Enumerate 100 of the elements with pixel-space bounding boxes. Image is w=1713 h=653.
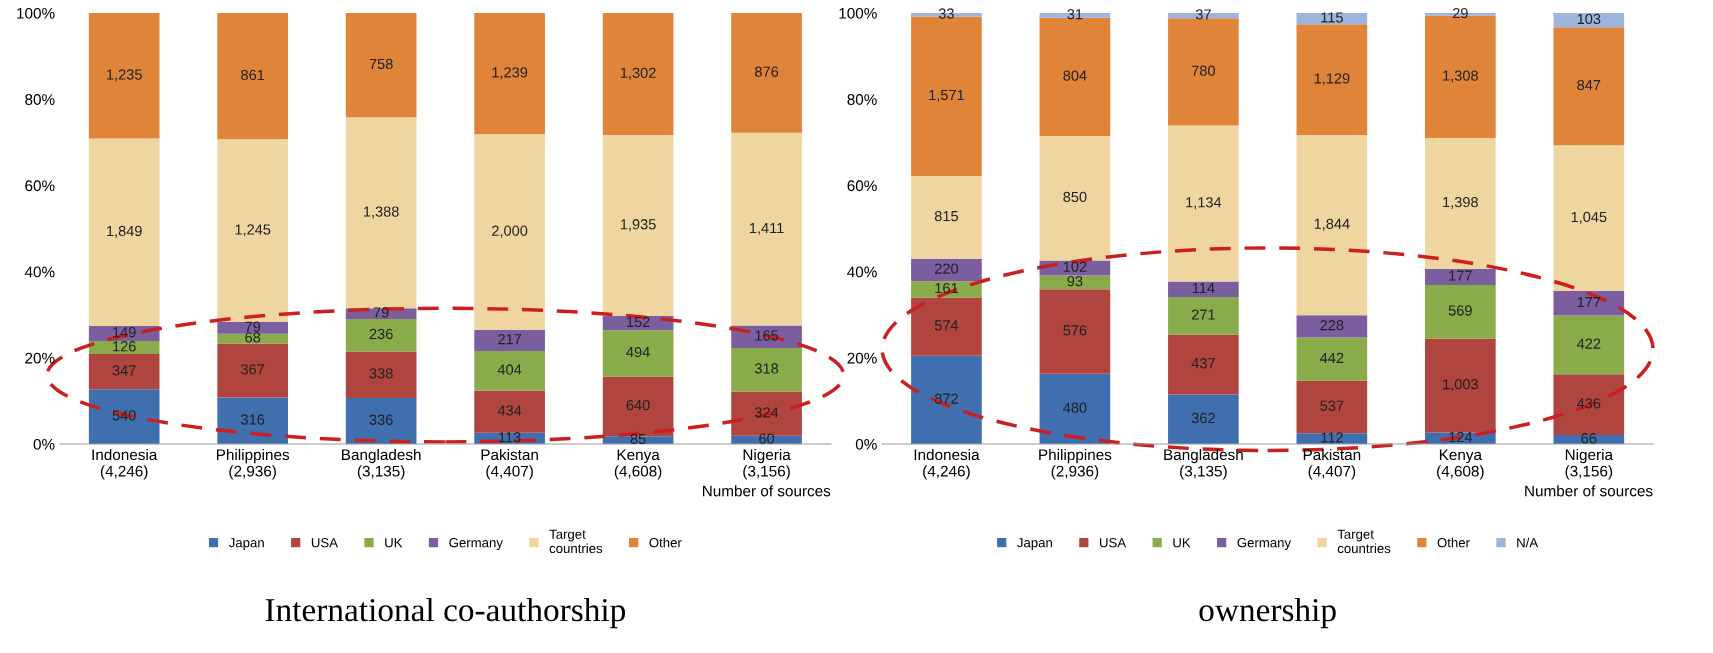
legend-label: Japan <box>1017 538 1052 550</box>
annotation: 124 <box>1449 431 1473 442</box>
annotation: 31 <box>1067 9 1083 20</box>
annotation: 2,000 <box>492 225 528 238</box>
annotation: 66 <box>1581 433 1597 444</box>
y-tick-label: 100% <box>17 7 55 19</box>
bar <box>474 390 545 433</box>
bar <box>911 281 982 298</box>
legend-label: Germany <box>449 538 503 550</box>
bar <box>1425 268 1496 286</box>
x-tick-label: Philippines (2,936) <box>1039 448 1112 480</box>
annotation: 480 <box>1063 402 1087 413</box>
y-tick-label: 80% <box>25 94 55 105</box>
bar <box>602 135 674 317</box>
bar <box>217 13 288 140</box>
x-tick-label: Indonesia (4,246) <box>92 448 158 480</box>
bar <box>88 389 160 445</box>
bar <box>217 343 288 398</box>
x-tick-label: Pakistan (4,407) <box>1303 448 1361 480</box>
bar <box>1168 334 1239 395</box>
y-tick-label: 60% <box>847 180 877 192</box>
bar <box>602 13 674 136</box>
y-tick-label: 100% <box>839 7 877 19</box>
annotation: 434 <box>497 405 522 416</box>
bar <box>88 138 160 326</box>
bar <box>88 353 160 390</box>
annotation: 102 <box>1063 261 1087 272</box>
bar <box>1039 135 1111 261</box>
annotation: 152 <box>627 316 650 328</box>
legend-label: N/A <box>1517 537 1539 548</box>
annotation: 338 <box>369 368 393 379</box>
annotation: 103 <box>1577 13 1601 25</box>
annotation: 1,849 <box>107 225 142 238</box>
text: ownership <box>1199 597 1336 629</box>
legend-label: Germany <box>1237 538 1292 550</box>
annotation: 1,388 <box>364 206 399 219</box>
bar <box>474 350 545 391</box>
legend-label: USA <box>1100 538 1127 548</box>
annotation: 60 <box>759 433 775 444</box>
annotation: 220 <box>935 263 959 274</box>
bar <box>1039 289 1111 374</box>
legend-label: Target countries <box>549 529 603 554</box>
x-tick-label: Pakistan (4,407) <box>481 448 538 480</box>
legend-label: USA <box>311 538 338 548</box>
annotation: 115 <box>1321 12 1343 23</box>
bar <box>474 134 545 330</box>
annotation: 1,245 <box>235 224 271 237</box>
x-tick-label: Nigeria (3,156) <box>1565 448 1614 480</box>
x-axis-title: Number of sources <box>1525 485 1653 497</box>
annotation: 347 <box>112 365 136 376</box>
y-tick-label: 40% <box>24 266 55 278</box>
annotation: 850 <box>1063 191 1087 203</box>
annotation: 33 <box>938 8 954 19</box>
x-axis-title: Number of sources <box>703 485 831 497</box>
annotation: 494 <box>626 346 650 358</box>
text: International co-authorship <box>265 597 626 629</box>
bar <box>1168 18 1239 126</box>
legend-label: Target countries <box>1337 529 1391 554</box>
annotation: 1,398 <box>1443 196 1478 209</box>
annotation: 758 <box>369 58 393 70</box>
bar <box>731 347 802 392</box>
annotation: 576 <box>1063 325 1087 336</box>
bar <box>1039 373 1111 445</box>
annotation: 569 <box>1448 305 1472 316</box>
bar <box>1553 145 1625 292</box>
annotation: 271 <box>1191 309 1215 320</box>
bar <box>88 13 160 139</box>
annotation: 217 <box>498 333 522 345</box>
bar <box>1296 337 1368 381</box>
annotation: 29 <box>1452 7 1468 19</box>
bar <box>1425 285 1496 339</box>
bar <box>217 139 288 323</box>
bar <box>217 322 288 334</box>
x-tick-label: Bangladesh (3,135) <box>1164 448 1243 480</box>
annotation: 1,134 <box>1186 197 1222 210</box>
x-tick-label: Kenya (4,608) <box>1437 449 1484 480</box>
bar <box>345 13 417 118</box>
annotation: 876 <box>755 66 779 77</box>
annotation: 177 <box>1577 297 1601 308</box>
bar <box>1553 13 1625 28</box>
legend-label: Japan <box>228 538 264 550</box>
x-tick-label: Kenya (4,608) <box>614 449 662 480</box>
annotation: 85 <box>630 433 646 445</box>
annotation: 79 <box>373 307 389 318</box>
bar <box>217 397 288 445</box>
annotation: 640 <box>626 399 650 411</box>
annotation: 228 <box>1320 319 1344 331</box>
bar <box>911 297 982 356</box>
annotation: 324 <box>754 407 779 418</box>
annotation: 126 <box>113 341 136 352</box>
annotation: 442 <box>1320 352 1344 363</box>
y-tick-label: 40% <box>847 266 877 278</box>
annotation: 362 <box>1191 412 1215 424</box>
annotation: 318 <box>754 363 779 374</box>
y-tick-label: 80% <box>847 94 877 105</box>
x-tick-label: Nigeria (3,156) <box>743 448 791 480</box>
annotation: 177 <box>1449 270 1472 281</box>
annotation: 1,308 <box>1443 70 1478 83</box>
annotation: 1,935 <box>620 219 656 232</box>
annotation: 1,235 <box>107 69 142 82</box>
